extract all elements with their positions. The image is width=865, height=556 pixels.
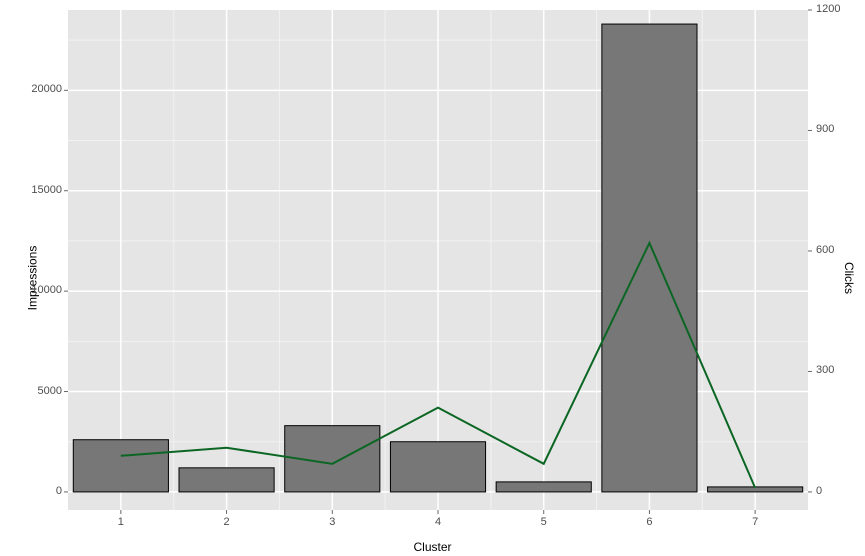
tick-label: 0 [18,485,62,497]
tick-label: 5 [529,516,559,528]
bar [496,482,591,492]
tick-label: 10000 [18,284,62,296]
tick-label: 5000 [18,385,62,397]
bar [390,442,485,492]
tick-label: 20000 [18,83,62,95]
tick-label: 2 [212,516,242,528]
bar [179,468,274,492]
chart-overlay-svg [0,0,865,556]
tick-label: 6 [634,516,664,528]
tick-label: 1200 [816,3,856,15]
tick-label: 4 [423,516,453,528]
tick-label: 900 [816,123,856,135]
chart-frame: Impressions Clicks Cluster 0500010000150… [0,0,865,556]
bar [73,440,168,492]
tick-label: 7 [740,516,770,528]
tick-label: 0 [816,485,856,497]
tick-label: 15000 [18,184,62,196]
bar [602,24,697,492]
tick-label: 3 [317,516,347,528]
tick-label: 600 [816,244,856,256]
tick-label: 1 [106,516,136,528]
tick-label: 300 [816,364,856,376]
